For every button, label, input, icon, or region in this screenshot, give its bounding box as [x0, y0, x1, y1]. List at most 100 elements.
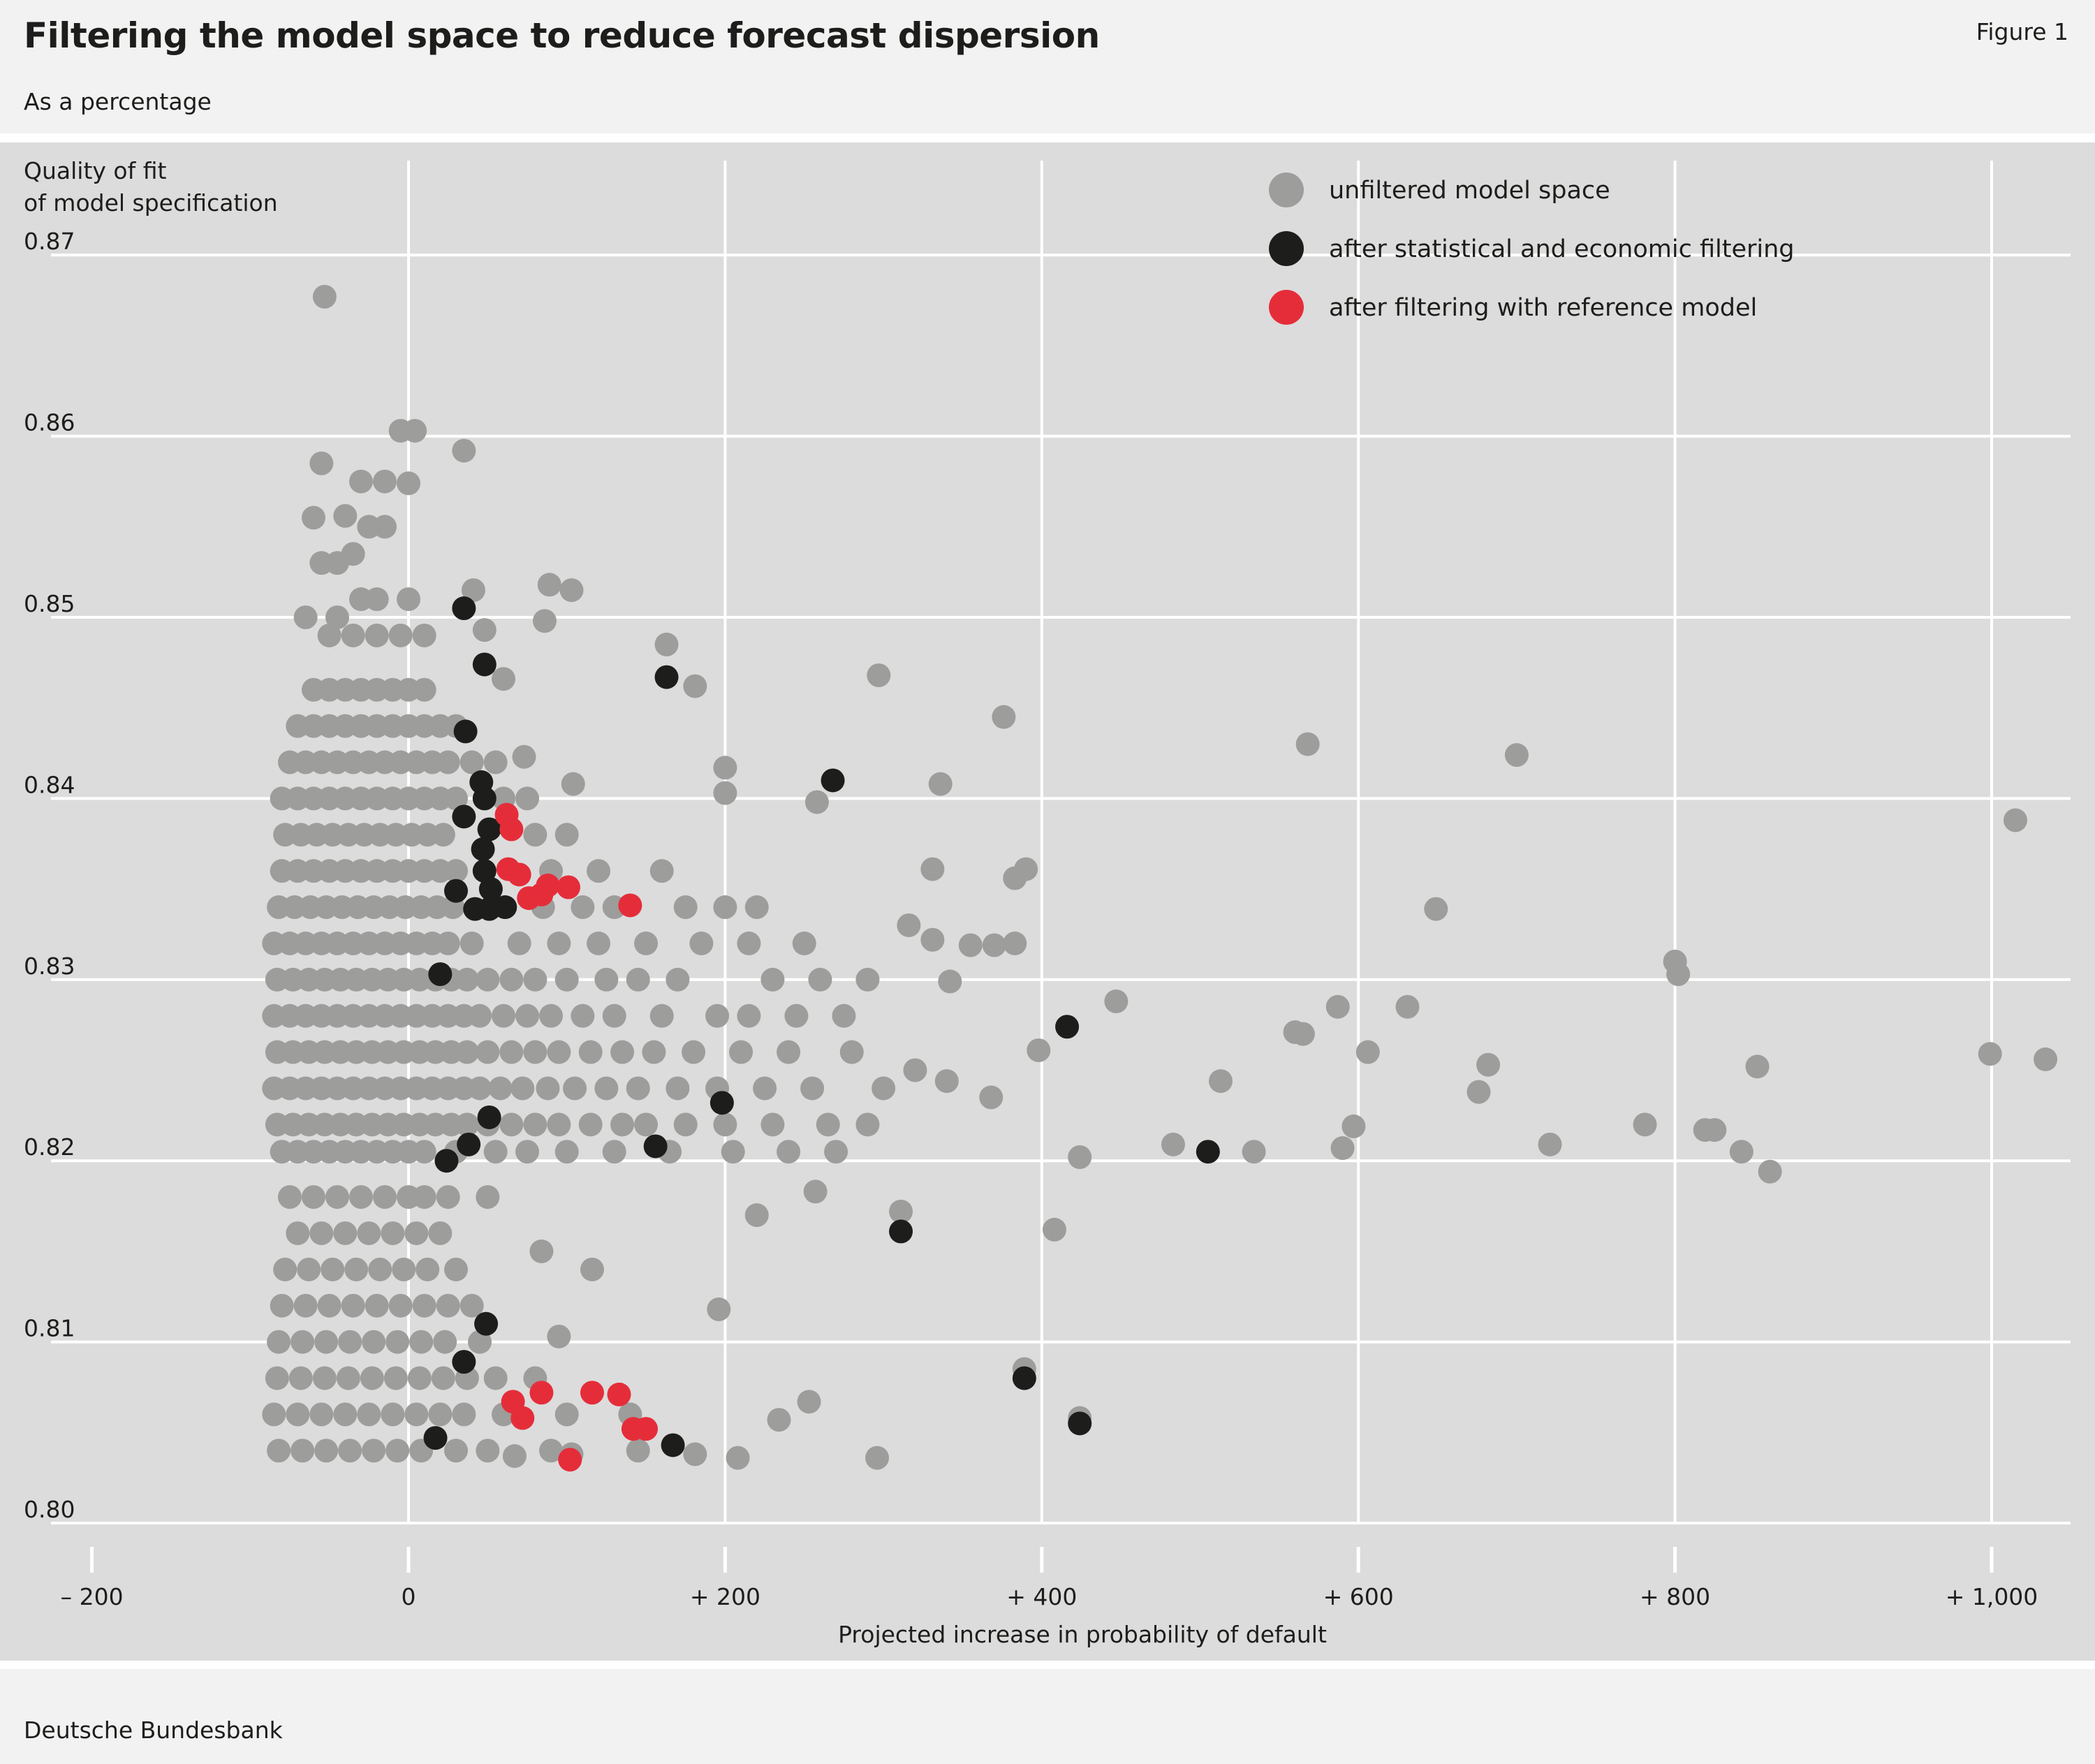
point-statistical-filtering	[472, 859, 497, 883]
point-reference-model	[529, 1381, 554, 1405]
point-unfiltered	[412, 623, 436, 647]
point-statistical-filtering	[477, 1105, 501, 1129]
point-unfiltered	[407, 1366, 432, 1390]
point-unfiltered	[594, 967, 619, 992]
point-unfiltered	[286, 1221, 310, 1245]
point-unfiltered	[312, 284, 337, 309]
point-reference-model	[618, 893, 642, 918]
point-unfiltered	[707, 1297, 731, 1321]
point-unfiltered	[362, 1330, 386, 1354]
point-statistical-filtering	[472, 786, 497, 811]
point-statistical-filtering	[452, 1350, 476, 1374]
point-statistical-filtering	[710, 1091, 734, 1115]
point-unfiltered	[920, 857, 945, 881]
point-unfiltered	[797, 1390, 821, 1414]
point-statistical-filtering	[478, 877, 503, 902]
point-reference-model	[499, 817, 524, 841]
point-unfiltered	[737, 1004, 761, 1028]
legend-marker-reference-model	[1269, 290, 1304, 325]
point-unfiltered	[336, 1366, 360, 1390]
point-unfiltered	[1003, 866, 1027, 890]
point-unfiltered	[365, 587, 389, 612]
y-tick-label: 0.82	[24, 1133, 75, 1161]
point-unfiltered	[383, 1366, 408, 1390]
point-statistical-filtering	[889, 1219, 913, 1244]
x-tick-label: + 800	[1640, 1583, 1710, 1610]
point-unfiltered	[808, 967, 832, 992]
point-unfiltered	[502, 1444, 527, 1469]
point-unfiltered	[325, 551, 349, 575]
point-reference-model	[607, 1382, 631, 1406]
point-unfiltered	[372, 1185, 397, 1210]
point-unfiltered	[293, 1293, 318, 1318]
point-unfiltered	[291, 1439, 315, 1463]
point-unfiltered	[309, 1402, 334, 1427]
point-unfiltered	[594, 1076, 619, 1101]
point-unfiltered	[476, 1185, 500, 1210]
point-unfiltered	[381, 1221, 405, 1245]
point-statistical-filtering	[434, 1149, 459, 1173]
point-unfiltered	[309, 1221, 334, 1245]
point-unfiltered	[416, 1257, 440, 1281]
y-tick-label: 0.86	[24, 409, 75, 436]
point-unfiltered	[492, 1004, 516, 1028]
point-unfiltered	[404, 1221, 429, 1245]
point-unfiltered	[737, 931, 761, 955]
point-unfiltered	[357, 515, 381, 539]
point-unfiltered	[368, 1257, 392, 1281]
legend-label-statistical-filtering: after statistical and economic filtering	[1329, 235, 1795, 263]
point-unfiltered	[602, 1004, 626, 1028]
point-unfiltered	[705, 1004, 730, 1028]
point-unfiltered	[499, 1112, 524, 1137]
header-band	[0, 0, 2095, 133]
point-unfiltered	[444, 859, 469, 883]
y-axis-label-line-1: Quality of fit	[24, 157, 166, 184]
point-unfiltered	[523, 1112, 547, 1137]
legend-label-reference-model: after filtering with reference model	[1329, 294, 1757, 322]
point-unfiltered	[673, 895, 698, 920]
point-unfiltered	[803, 1179, 828, 1204]
point-unfiltered	[2034, 1047, 2058, 1071]
point-statistical-filtering	[1068, 1411, 1092, 1436]
point-unfiltered	[523, 967, 547, 992]
point-unfiltered	[865, 1446, 890, 1470]
point-unfiltered	[920, 927, 945, 952]
point-unfiltered	[729, 1040, 754, 1064]
point-unfiltered	[523, 823, 547, 847]
point-unfiltered	[460, 1293, 484, 1318]
point-unfiltered	[431, 823, 455, 847]
point-unfiltered	[362, 1439, 386, 1463]
point-unfiltered	[277, 1185, 302, 1210]
point-unfiltered	[580, 1257, 604, 1281]
point-unfiltered	[578, 1040, 603, 1064]
point-unfiltered	[348, 1185, 373, 1210]
point-unfiltered	[610, 1112, 635, 1137]
point-unfiltered	[1745, 1054, 1770, 1079]
point-unfiltered	[492, 667, 516, 691]
point-unfiltered	[673, 1112, 698, 1137]
point-unfiltered	[934, 1069, 959, 1094]
point-unfiltered	[397, 471, 420, 496]
point-unfiltered	[958, 933, 983, 957]
point-unfiltered	[472, 618, 497, 642]
point-unfiltered	[460, 750, 484, 774]
point-unfiltered	[357, 1221, 381, 1245]
y-tick-label: 0.80	[24, 1496, 75, 1523]
point-unfiltered	[1466, 1080, 1491, 1104]
x-tick-label: + 200	[690, 1583, 760, 1610]
x-tick-label: + 400	[1006, 1583, 1077, 1610]
point-unfiltered	[689, 931, 714, 955]
point-unfiltered	[777, 1040, 801, 1064]
point-unfiltered	[1703, 1118, 1727, 1142]
point-unfiltered	[903, 1058, 927, 1082]
point-statistical-filtering	[471, 837, 495, 862]
point-statistical-filtering	[423, 1426, 448, 1450]
point-unfiltered	[713, 781, 737, 805]
point-unfiltered	[982, 933, 1006, 957]
y-axis-label-line-2: of model specification	[24, 189, 278, 216]
point-unfiltered	[1330, 1136, 1355, 1161]
point-unfiltered	[338, 1439, 362, 1463]
point-unfiltered	[468, 1076, 492, 1101]
point-unfiltered	[559, 578, 584, 603]
